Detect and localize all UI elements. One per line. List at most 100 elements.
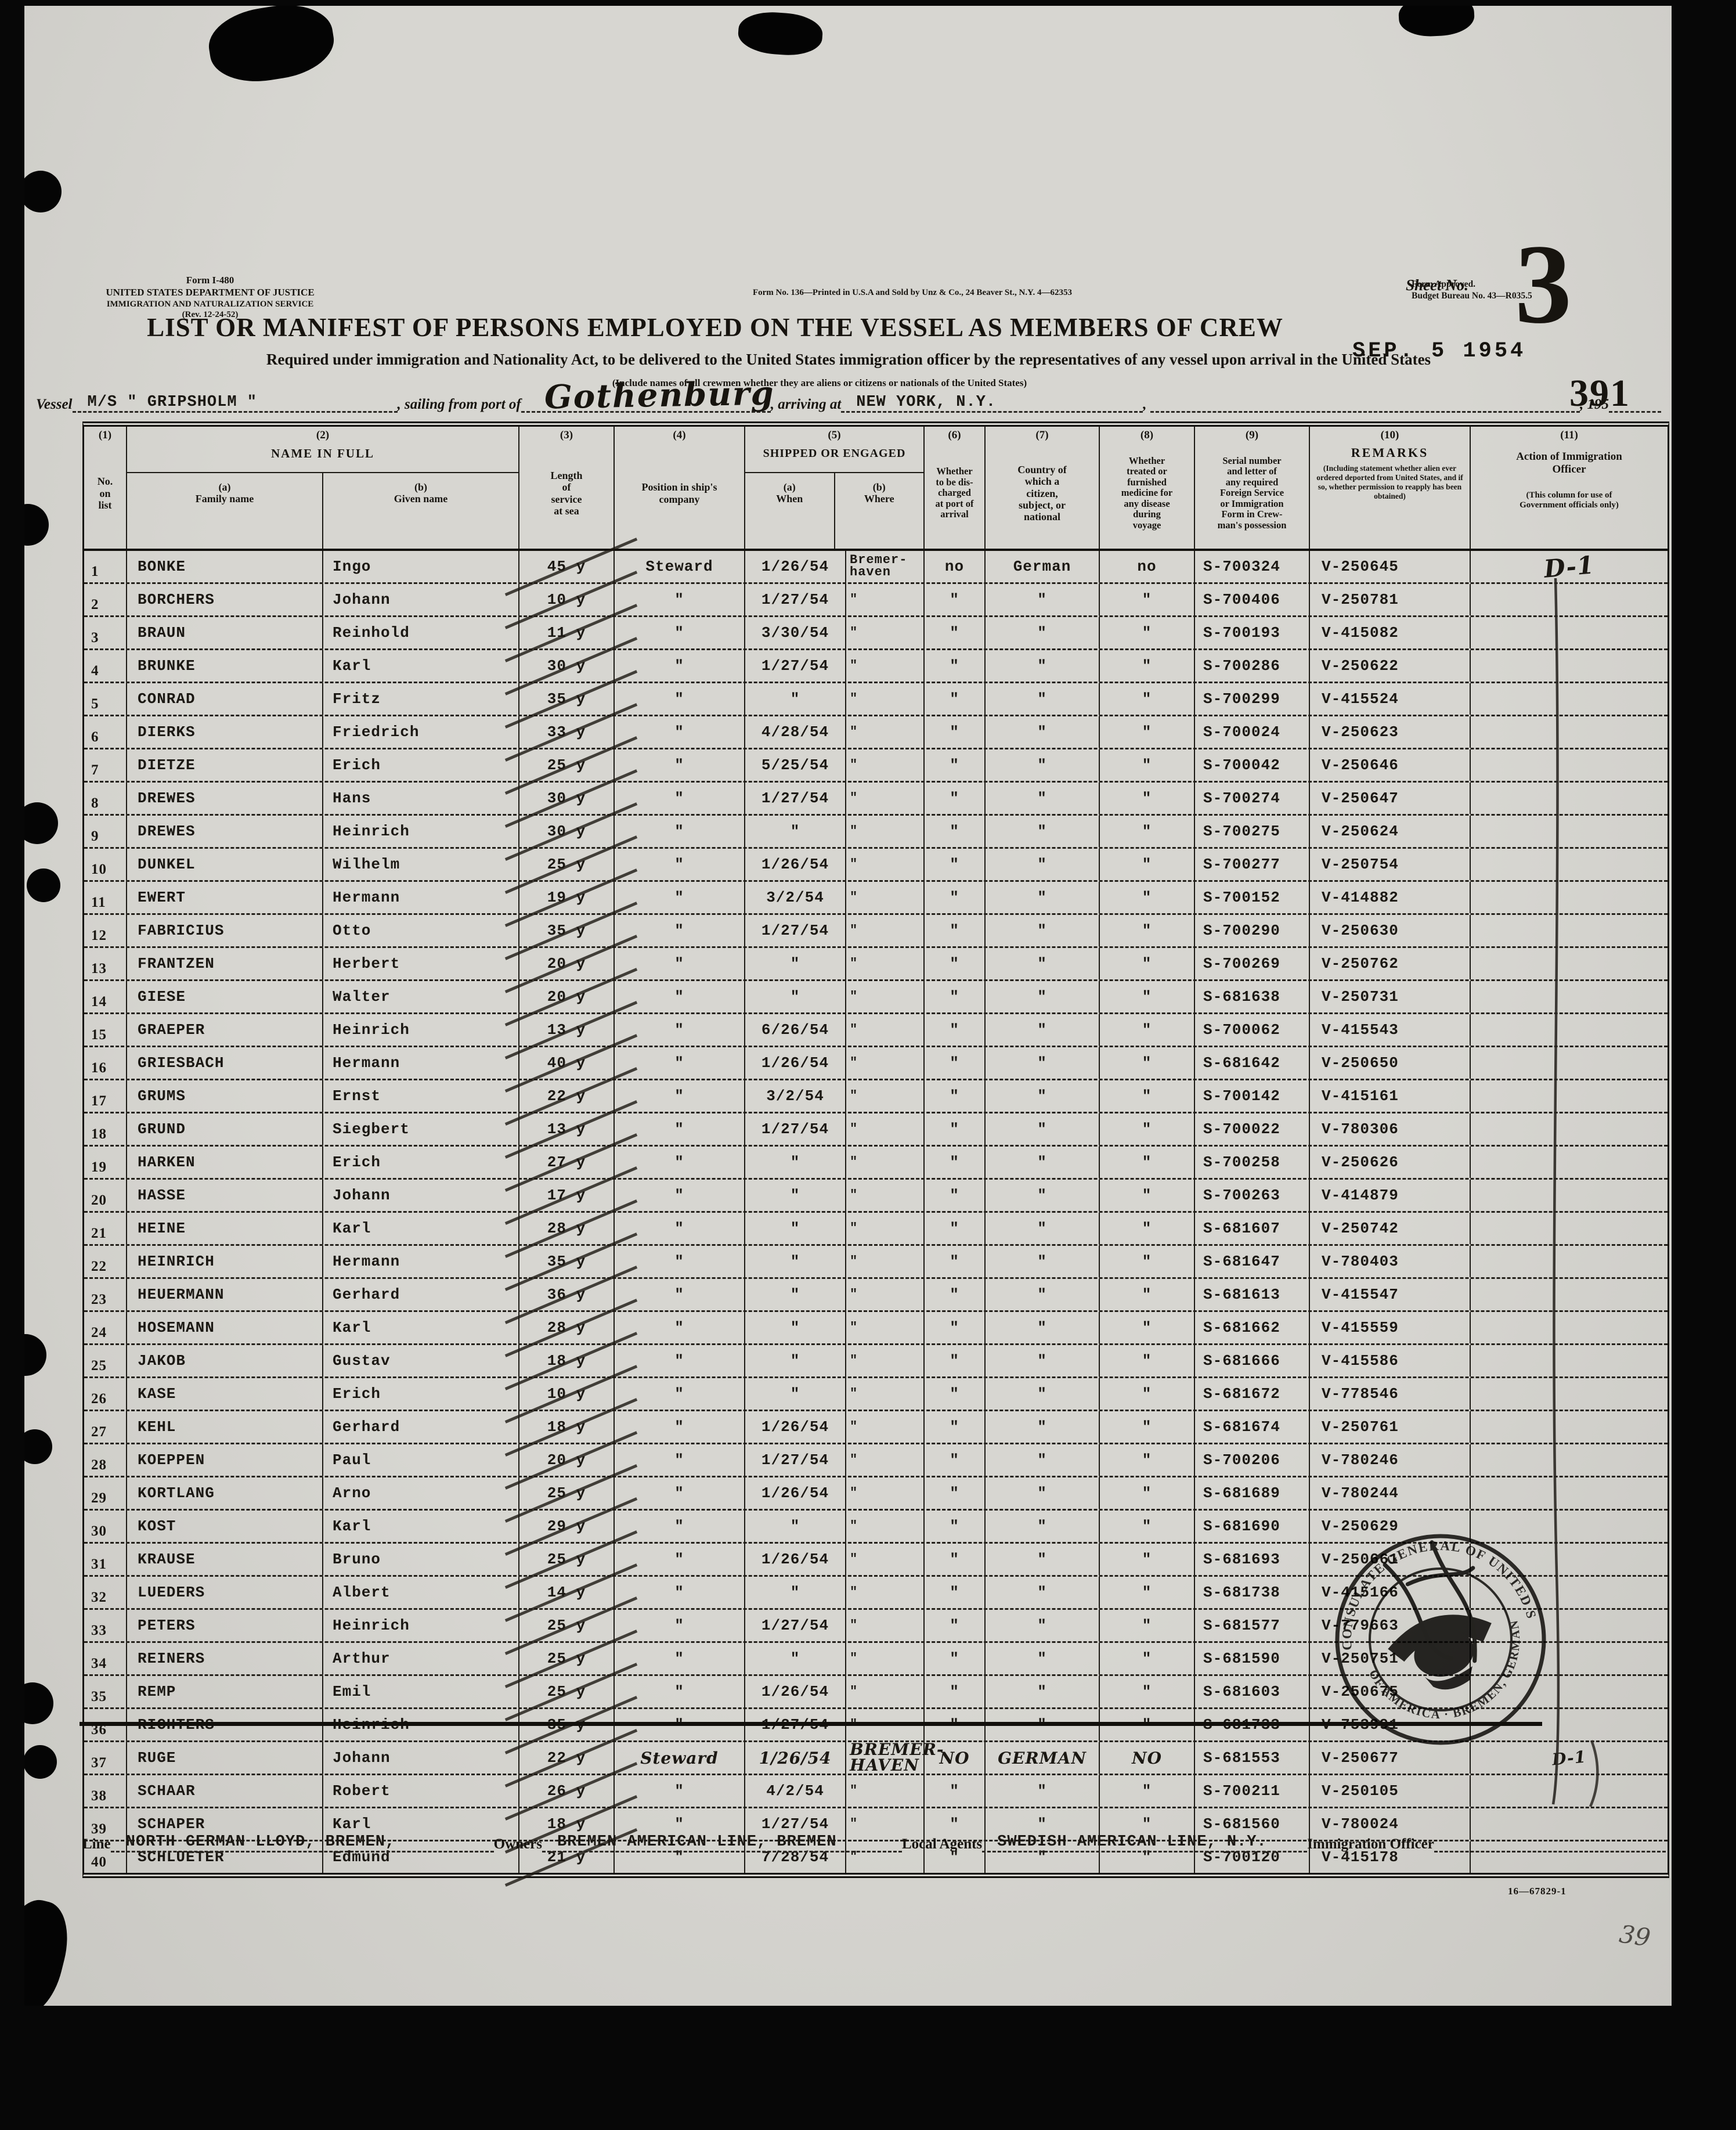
tape-blob — [1398, 6, 1475, 38]
cell-length: 35 y — [519, 683, 615, 715]
manifest-row: 36 RICHTERS Heinrich 35 y " 1/27/54 " " " " S-6817… — [80, 1709, 1668, 1742]
cell-given: Gerhard — [323, 1279, 519, 1310]
cell-medicine: " — [1100, 1279, 1195, 1310]
cell-no: 3 — [84, 617, 127, 648]
arriving-label: , arriving at — [770, 397, 842, 412]
cell-serial: S-681642 — [1195, 1047, 1310, 1079]
cell-length: 25 y — [519, 849, 615, 880]
cell-position: " — [615, 1312, 745, 1343]
cell-medicine: " — [1100, 1047, 1195, 1079]
cell-discharged: " — [925, 683, 986, 715]
cell-remarks: V-414882 — [1310, 882, 1471, 913]
header-position: (4) Position in ship's company — [615, 427, 745, 549]
cell-position: " — [615, 1544, 745, 1575]
header-family-name: (a) Family name — [127, 473, 323, 549]
cell-length: 33 y — [519, 716, 615, 748]
cell-length: 18 y — [519, 1345, 615, 1376]
cell-remarks: V-415524 — [1310, 683, 1471, 715]
cell-given: Heinrich — [323, 1610, 519, 1641]
cell-position: " — [615, 1014, 745, 1046]
cell-when: 1/27/54 — [745, 783, 846, 814]
cell-medicine: " — [1100, 1246, 1195, 1277]
cell-position: " — [615, 816, 745, 847]
agents-value: SWEDISH AMERICAN LINE, N.Y. — [997, 1833, 1267, 1851]
cell-position: " — [615, 1279, 745, 1310]
arrival-port: NEW YORK, N.Y. — [856, 394, 997, 411]
cell-family: REMP — [127, 1676, 323, 1707]
cell-country: GERMAN — [986, 1742, 1100, 1774]
cell-position: " — [615, 849, 745, 880]
cell-family: EWERT — [127, 882, 323, 913]
cell-discharged: " — [925, 849, 986, 880]
cell-given: Reinhold — [323, 617, 519, 648]
cell-remarks: V-250731 — [1310, 981, 1471, 1012]
cell-no: 1 — [84, 551, 127, 582]
cell-discharged: no — [925, 551, 986, 582]
year-suffix: , 195 — [1580, 397, 1609, 412]
punch-hole — [24, 802, 58, 844]
header-action-note: (This column for use of Government offic… — [1520, 490, 1619, 510]
cell-where: " — [846, 1808, 925, 1840]
cell-no: 11 — [84, 882, 127, 913]
cell-country: " — [986, 650, 1100, 682]
cell-no: 23 — [84, 1279, 127, 1310]
cell-serial: S-700258 — [1195, 1147, 1310, 1178]
cell-where: " — [846, 1147, 925, 1178]
cell-remarks: V-250623 — [1310, 716, 1471, 748]
cell-remarks: V-780403 — [1310, 1246, 1471, 1277]
cell-position: " — [615, 1180, 745, 1211]
arrival-port-field: NEW YORK, N.Y. — [841, 391, 1143, 413]
punch-hole — [27, 868, 60, 902]
punch-hole — [24, 1682, 53, 1724]
cell-position: " — [615, 1610, 745, 1641]
cell-where: " — [846, 1213, 925, 1244]
cell-family: REINERS — [127, 1643, 323, 1674]
cell-no: 16 — [84, 1047, 127, 1079]
cell-length: 13 y — [519, 1014, 615, 1046]
cell-when: " — [745, 1312, 846, 1343]
cell-family: BORCHERS — [127, 584, 323, 615]
cell-where: " — [846, 882, 925, 913]
cell-family: HEUERMANN — [127, 1279, 323, 1310]
cell-no: 35 — [84, 1676, 127, 1707]
stamp-eagle-icon — [1388, 1614, 1492, 1690]
line-field: NORTH GERMAN LLOYD, BREMEN, — [110, 1830, 494, 1853]
cell-no: 25 — [84, 1345, 127, 1376]
manifest-row: 6 DIERKS Friedrich 33 y " 4/28/54 " " " " S-700024… — [84, 716, 1668, 749]
manifest-row: 24 HOSEMANN Karl 28 y " " " " " " S-681662 V-415559 — [84, 1312, 1668, 1345]
cell-when: " — [745, 1378, 846, 1410]
cell-no: 18 — [84, 1113, 127, 1145]
cell-discharged: " — [925, 1808, 986, 1840]
cell-where: " — [846, 1047, 925, 1079]
cell-where: " — [846, 1676, 925, 1707]
cell-length: 22 y — [519, 1742, 615, 1774]
cell-remarks: V-250624 — [1310, 816, 1471, 847]
cell-family: HARKEN — [127, 1147, 323, 1178]
header-discharged: (6) Whether to be dis- charged at port o… — [925, 427, 986, 549]
cell-country: " — [986, 683, 1100, 715]
cell-family: SCHAPER — [127, 1808, 323, 1840]
cell-position: " — [615, 650, 745, 682]
cell-medicine: " — [1100, 1577, 1195, 1608]
form-revision: (Rev. 12-24-52) — [182, 310, 239, 320]
cell-where: " — [846, 816, 925, 847]
cell-remarks: V-415559 — [1310, 1312, 1471, 1343]
header-action: (11) Action of Immigration Officer (This… — [1516, 429, 1622, 510]
cell-given: Heinrich — [323, 816, 519, 847]
manifest-row: 23 HEUERMANN Gerhard 36 y " " " " " " S-681613 V-41… — [84, 1279, 1668, 1312]
cell-country: " — [986, 1180, 1100, 1211]
include-note: (Include names of all crewmen whether th… — [612, 377, 1027, 388]
cell-position: " — [615, 1147, 745, 1178]
cell-country: " — [986, 617, 1100, 648]
blank-date-field — [1150, 391, 1580, 413]
cell-serial: S-700275 — [1195, 816, 1310, 847]
cell-when: 1/26/54 — [745, 1411, 846, 1443]
manifest-row: 11 EWERT Hermann 19 y " 3/2/54 " " " " S-700152 V-4… — [84, 882, 1668, 915]
cell-where: " — [846, 1511, 925, 1542]
cell-when: 3/2/54 — [745, 1080, 846, 1112]
manifest-row: 12 FABRICIUS Otto 35 y " 1/27/54 " " " " S-700290 V… — [84, 915, 1668, 948]
punch-hole — [24, 1745, 57, 1779]
sailing-port-handwritten: Gothenburg — [544, 374, 775, 417]
cell-family: DREWES — [127, 783, 323, 814]
cell-position: " — [615, 1477, 745, 1509]
